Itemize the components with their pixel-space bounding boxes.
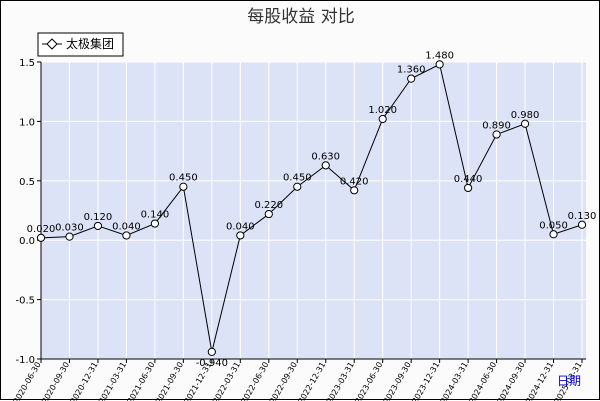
data-label: 0.120	[84, 212, 113, 223]
y-tick-label: -0.5	[15, 296, 35, 307]
x-tick-label: 2022-06-30	[239, 361, 270, 401]
x-tick-label: 2023-03-31	[325, 361, 356, 401]
data-point	[379, 115, 386, 122]
data-point	[578, 221, 585, 228]
data-point	[436, 61, 443, 68]
x-axis-ticks: 2020-06-302020-09-302020-12-312021-03-31…	[12, 359, 584, 401]
x-tick-label: 2021-06-30	[126, 361, 157, 401]
legend: 太极集团	[38, 33, 123, 56]
data-point	[37, 234, 44, 241]
data-label: 0.050	[539, 220, 568, 231]
data-point	[123, 232, 130, 239]
data-point	[208, 348, 215, 355]
data-label: 0.440	[454, 174, 483, 185]
x-tick-label: 2023-12-31	[410, 361, 441, 401]
data-label: 0.140	[141, 210, 170, 221]
x-tick-label: 2020-06-30	[12, 361, 43, 401]
data-label: 0.980	[511, 110, 540, 121]
x-tick-label: 2024-09-30	[496, 361, 527, 401]
data-label: 0.420	[340, 176, 369, 187]
data-label: 0.130	[568, 211, 597, 222]
x-tick-label: 2024-12-31	[524, 361, 555, 401]
x-tick-label: 2023-09-30	[382, 361, 413, 401]
data-point	[521, 120, 528, 127]
data-point	[180, 183, 187, 190]
data-label: 0.020	[27, 224, 56, 235]
data-point	[237, 232, 244, 239]
data-point	[550, 231, 557, 238]
legend-entry-label: 太极集团	[66, 36, 114, 51]
data-label: 1.480	[425, 50, 454, 61]
data-label: -0.940	[196, 358, 228, 369]
plot-area	[41, 62, 586, 359]
data-label: 0.890	[482, 120, 511, 131]
data-point	[322, 162, 329, 169]
x-tick-label: 2022-09-30	[268, 361, 299, 401]
data-label: 0.030	[55, 223, 84, 234]
data-label: 0.040	[226, 221, 255, 232]
x-tick-label: 2022-12-31	[296, 361, 327, 401]
data-label: 0.040	[112, 221, 141, 232]
data-label: 1.360	[397, 65, 426, 76]
data-label: 1.020	[368, 105, 397, 116]
data-point	[408, 75, 415, 82]
data-point	[151, 220, 158, 227]
x-tick-label: 2023-06-30	[353, 361, 384, 401]
y-tick-label: 0.0	[19, 236, 35, 247]
x-axis-label: 日期	[557, 374, 581, 388]
x-tick-label: 2020-12-31	[69, 361, 100, 401]
data-label: 0.450	[169, 173, 198, 184]
x-tick-label: 2021-03-31	[97, 361, 128, 401]
x-tick-label: 2021-09-30	[154, 361, 185, 401]
data-point	[493, 131, 500, 138]
data-label: 0.630	[311, 151, 340, 162]
data-point	[66, 233, 73, 240]
chart-title: 每股收益 对比	[247, 7, 354, 27]
data-point	[94, 222, 101, 229]
data-point	[265, 210, 272, 217]
y-tick-label: 1.5	[19, 58, 35, 69]
data-label: 0.220	[254, 200, 283, 211]
y-axis-ticks: -1.0-0.50.00.51.01.5	[15, 58, 41, 366]
x-tick-label: 2020-09-30	[40, 361, 71, 401]
y-tick-label: 1.0	[19, 117, 35, 128]
data-point	[351, 187, 358, 194]
data-label: 0.450	[283, 173, 312, 184]
x-tick-label: 2024-06-30	[467, 361, 498, 401]
y-tick-label: 0.5	[19, 177, 35, 188]
x-tick-label: 2024-03-31	[439, 360, 470, 401]
data-point	[465, 184, 472, 191]
data-point	[294, 183, 301, 190]
